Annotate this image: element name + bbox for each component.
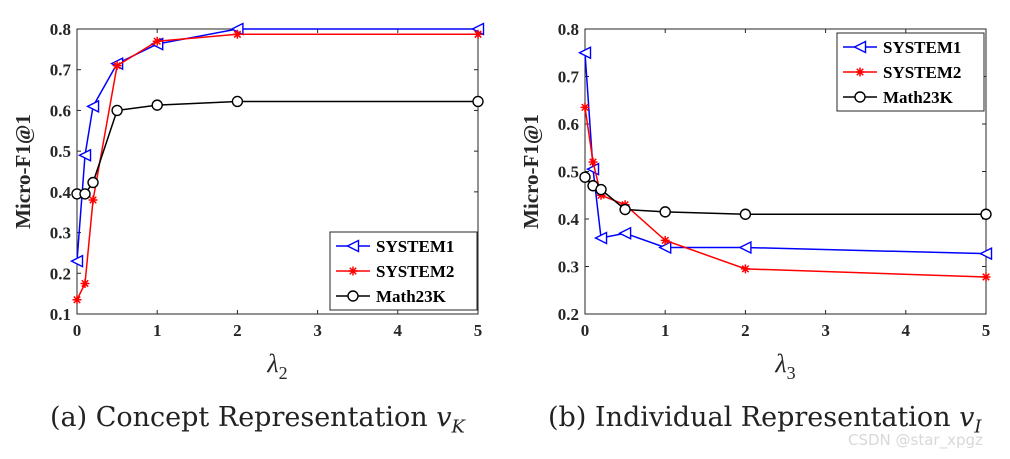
- legend-marker: [347, 290, 359, 302]
- data-point-system1: [85, 99, 100, 113]
- y-tick-label: 0.1: [50, 305, 71, 324]
- data-point-math23k: [111, 104, 123, 117]
- legend-label: Math23K: [883, 88, 954, 107]
- data-point-system2: [232, 29, 242, 39]
- y-tick-label: 0.3: [558, 258, 579, 277]
- data-point-math23k: [472, 95, 484, 108]
- caption-b-text: (b) Individual Representation: [548, 402, 960, 433]
- series-line-math23k: [584, 176, 986, 215]
- x-tick-label: 5: [982, 321, 991, 340]
- y-tick-label: 0.5: [558, 163, 579, 182]
- y-tick-label: 0.8: [50, 20, 71, 39]
- x-tick-label: 3: [821, 321, 830, 340]
- caption-a-text: (a) Concept Representation: [50, 402, 437, 433]
- data-point-system2: [112, 61, 122, 71]
- y-tick-label: 0.8: [558, 20, 579, 39]
- data-point-system1: [577, 46, 592, 60]
- y-axis-label: Micro-F1@1: [519, 114, 543, 229]
- data-point-math23k: [579, 171, 591, 183]
- data-point-math23k: [739, 208, 752, 220]
- data-point-system2: [981, 272, 991, 282]
- y-tick-label: 0.6: [558, 115, 579, 134]
- data-point-math23k: [659, 206, 671, 218]
- caption-a-math: v: [436, 402, 452, 433]
- data-point-system1: [738, 240, 752, 255]
- y-axis-label: Micro-F1@1: [11, 114, 35, 229]
- data-point-system1: [77, 148, 92, 162]
- data-point-system2: [88, 195, 98, 205]
- legend-label: SYSTEM2: [883, 63, 961, 82]
- x-tick-label: 4: [394, 321, 403, 340]
- caption-b: (b) Individual Representation vI: [548, 402, 982, 437]
- x-axis-label: λ3: [774, 349, 795, 383]
- data-point-system2: [740, 264, 750, 274]
- data-point-system2: [588, 157, 598, 167]
- y-tick-label: 0.7: [558, 68, 580, 87]
- x-tick-label: 2: [741, 321, 750, 340]
- data-point-system1: [618, 226, 632, 240]
- y-tick-label: 0.2: [50, 264, 71, 283]
- caption-a-sub: K: [451, 416, 465, 438]
- legend-label: SYSTEM1: [883, 38, 961, 57]
- data-point-math23k: [980, 208, 992, 220]
- caption-a: (a) Concept Representation vK: [50, 402, 465, 437]
- legend-a: SYSTEM1 SYSTEM2 Math23K: [329, 231, 478, 311]
- x-tick-label: 1: [153, 321, 162, 340]
- data-point-system1: [593, 231, 608, 245]
- series-line-math23k: [77, 100, 478, 195]
- legend-marker: [348, 266, 358, 276]
- data-point-system2: [72, 295, 82, 305]
- y-tick-label: 0.2: [558, 305, 579, 324]
- y-tick-label: 0.4: [558, 210, 580, 229]
- data-point-system1: [69, 254, 84, 268]
- data-point-math23k: [595, 183, 607, 196]
- y-tick-label: 0.3: [50, 224, 71, 243]
- caption-b-sub: I: [974, 416, 982, 438]
- x-tick-label: 5: [474, 321, 483, 340]
- data-point-system2: [152, 36, 162, 46]
- y-tick-label: 0.7: [50, 61, 72, 80]
- chart-b: 0 1 2 3 4 5 0.2 0.3 0.4 0.5 0.6 0.7 0.8 Micro-F1@1 λ3 S…: [519, 20, 993, 383]
- y-tick-label: 0.6: [50, 101, 71, 120]
- legend-marker: [852, 40, 867, 54]
- data-point-system2: [660, 235, 670, 245]
- data-point-math23k: [87, 176, 99, 189]
- legend-label: Math23K: [376, 287, 447, 306]
- legend-b: SYSTEM1 SYSTEM2 Math23K: [836, 32, 985, 112]
- data-point-system2: [80, 278, 90, 288]
- x-tick-label: 2: [233, 321, 242, 340]
- legend-marker: [345, 239, 360, 253]
- legend-marker: [854, 91, 866, 103]
- y-tick-label: 0.4: [50, 183, 72, 202]
- x-tick-label: 1: [661, 321, 670, 340]
- legend-label: SYSTEM2: [376, 262, 454, 281]
- series-line-system1: [76, 28, 478, 262]
- data-point-system1: [978, 247, 993, 261]
- x-tick-label: 4: [902, 321, 911, 340]
- data-point-math23k: [231, 95, 244, 108]
- x-tick-label: 3: [313, 321, 322, 340]
- watermark: CSDN @star_xpgz: [848, 431, 983, 449]
- caption-b-math: v: [959, 402, 975, 433]
- x-tick-label: 0: [73, 321, 82, 340]
- legend-label: SYSTEM1: [376, 237, 454, 256]
- data-point-system2: [580, 102, 590, 112]
- data-point-system2: [473, 29, 483, 39]
- y-tick-label: 0.5: [50, 142, 71, 161]
- chart-a: 0 1 2 3 4 5 0.1 0.2 0.3 0.4 0.5 0.6 0.7 0.8 Micro-F1@1…: [11, 20, 485, 383]
- x-axis-label: λ2: [266, 349, 287, 383]
- data-point-math23k: [79, 188, 91, 200]
- data-point-math23k: [151, 99, 163, 111]
- x-tick-label: 0: [581, 321, 590, 340]
- data-point-math23k: [619, 203, 631, 216]
- legend-marker: [855, 67, 865, 77]
